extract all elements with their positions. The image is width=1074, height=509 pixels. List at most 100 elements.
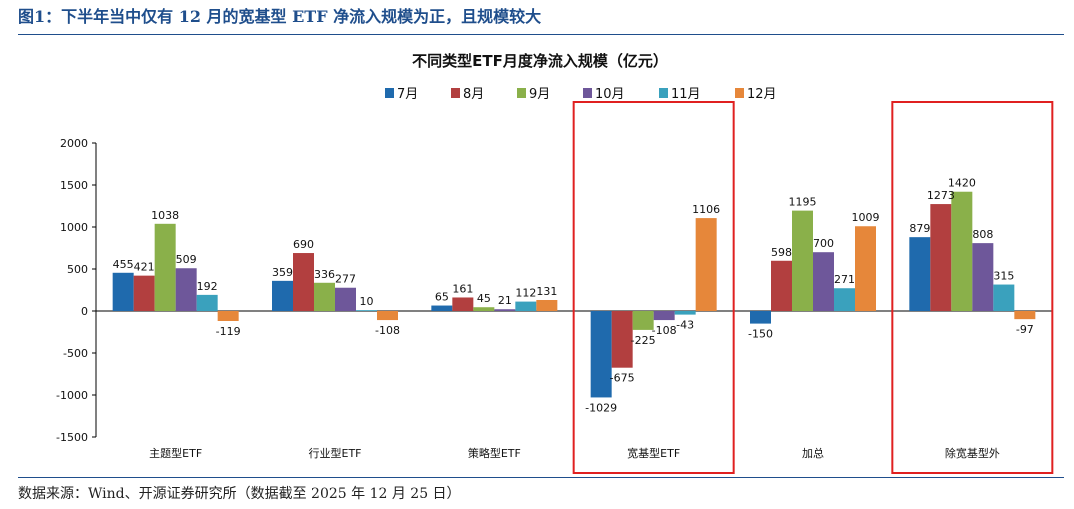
y-tick-label: 0 (81, 305, 88, 318)
bar-6-3 (536, 299, 558, 311)
data-label: -97 (1016, 323, 1034, 336)
bar-3-4 (632, 311, 654, 330)
bar-1-4 (590, 311, 612, 398)
data-label: 1009 (852, 211, 880, 224)
data-label: 315 (993, 270, 1014, 283)
legend-swatch-5 (659, 88, 668, 98)
data-label: 65 (435, 291, 449, 304)
bottom-rule (18, 477, 1064, 478)
y-axis: -1500 -1000 -500 0 500 1000 1500 2000 (56, 137, 1052, 444)
data-label: -119 (216, 325, 241, 338)
bar-6-5 (855, 226, 876, 311)
legend-swatch-2 (451, 88, 460, 98)
data-label: -1029 (585, 401, 617, 414)
bar-2-6 (930, 204, 952, 311)
data-label: 808 (972, 228, 993, 241)
data-label: 271 (834, 273, 855, 286)
data-label: 509 (176, 253, 197, 266)
bar-1-6 (909, 237, 931, 311)
legend-label-5: 11月 (671, 87, 701, 102)
data-label: -225 (631, 334, 656, 347)
y-tick-label: -1000 (56, 389, 88, 402)
category-label: 除宽基型外 (945, 446, 1000, 460)
legend: 7月 8月 9月 10月 11月 12月 (385, 87, 777, 102)
bar-3-2 (314, 282, 335, 311)
bar-6-1 (217, 311, 239, 321)
y-tick-label: 1000 (60, 221, 88, 234)
bar-5-3 (515, 301, 537, 311)
bar-5-4 (674, 311, 696, 315)
data-label: 192 (197, 280, 218, 293)
category-label: 行业型ETF (309, 446, 362, 460)
y-tick-label: -1500 (56, 431, 88, 444)
data-label: -43 (676, 319, 694, 332)
legend-swatch-3 (517, 88, 526, 98)
legend-swatch-4 (583, 88, 592, 98)
bar-5-1 (196, 294, 218, 311)
data-label: 112 (515, 287, 536, 300)
y-tick-label: -500 (63, 347, 88, 360)
bar-6-2 (377, 311, 398, 321)
bar-4-5 (813, 252, 834, 311)
legend-label-6: 12月 (747, 87, 777, 102)
bar-6-6 (1014, 311, 1036, 320)
bar-3-6 (951, 191, 973, 311)
data-label: -675 (610, 372, 635, 385)
top-rule (18, 34, 1064, 35)
highlight-box (572, 101, 735, 474)
data-label: 10 (360, 295, 374, 308)
bar-4-6 (972, 243, 994, 311)
bar-5-5 (834, 288, 855, 311)
bar-2-2 (293, 253, 314, 311)
bar-5-6 (993, 284, 1015, 311)
data-label: 1420 (948, 177, 976, 190)
category-labels: 主题型ETF 行业型ETF 策略型ETF 宽基型ETF 加总 除宽基型外 (149, 446, 1000, 460)
data-labels: 455 421 1038 509 192 -119 359 690 336 277 10 -108 65… (113, 177, 1034, 415)
category-label: 主题型ETF (149, 446, 202, 460)
bar-1-1 (112, 272, 134, 311)
bar-3-5 (792, 210, 813, 311)
bar-5-2 (356, 310, 377, 311)
bar-4-1 (175, 268, 197, 311)
category-label: 加总 (802, 446, 824, 460)
data-label: 21 (498, 294, 512, 307)
source-note: 数据来源：Wind、开源证券研究所（数据截至 2025 年 12 月 25 日） (18, 486, 461, 502)
bar-3-3 (473, 307, 495, 311)
bar-1-3 (431, 305, 453, 311)
bar-2-4 (611, 311, 633, 368)
data-label: 1273 (927, 189, 955, 202)
category-label: 策略型ETF (468, 446, 521, 460)
y-tick-label: 1500 (60, 179, 88, 192)
bar-4-2 (335, 287, 356, 311)
data-label: 690 (293, 238, 314, 251)
data-label: 161 (452, 282, 473, 295)
bar-4-4 (653, 311, 675, 321)
data-label: -108 (375, 324, 400, 337)
data-label: 1038 (151, 209, 179, 222)
y-tick-label: 2000 (60, 137, 88, 150)
data-label: -108 (652, 324, 677, 337)
bar-6-4 (695, 218, 717, 311)
data-label: 879 (909, 222, 930, 235)
highlight-boxes (572, 101, 1054, 474)
chart-title: 不同类型ETF月度净流入规模（亿元） (412, 52, 668, 70)
data-label: 1106 (692, 203, 720, 216)
legend-label-2: 8月 (463, 87, 484, 102)
figure-title: 图1：下半年当中仅有 12 月的宽基型 ETF 净流入规模为正，且规模较大 (18, 7, 542, 26)
data-label: 131 (536, 285, 557, 298)
y-tick-label: 500 (67, 263, 88, 276)
data-label: 598 (771, 246, 792, 259)
bar-1-2 (272, 280, 293, 311)
data-label: 277 (335, 273, 356, 286)
bar-3-1 (154, 223, 176, 311)
bar-2-3 (452, 297, 474, 311)
category-label: 宽基型ETF (627, 446, 680, 460)
bar-4-3 (494, 309, 516, 311)
legend-label-1: 7月 (397, 87, 418, 102)
bars (112, 191, 1036, 398)
data-label: 1195 (789, 196, 817, 209)
data-label: 45 (477, 292, 491, 305)
data-label: 455 (113, 258, 134, 271)
data-label: 421 (134, 261, 155, 274)
data-label: 359 (272, 266, 293, 279)
